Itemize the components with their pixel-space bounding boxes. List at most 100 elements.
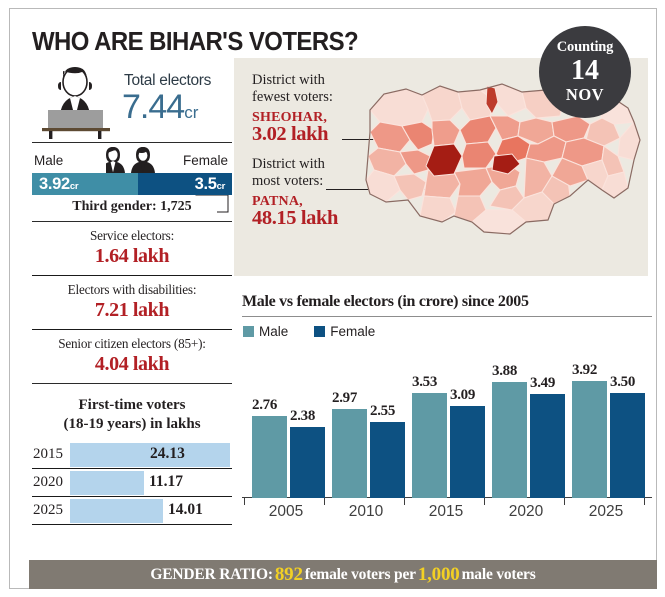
divider bbox=[32, 329, 232, 330]
total-electors-value: 7.44cr bbox=[122, 88, 199, 126]
infographic-frame: WHO ARE BIHAR'S VOTERS? Total electors 7… bbox=[9, 8, 657, 589]
counting-label: Counting bbox=[556, 39, 614, 55]
chart-plot-area: 2.76 2.38 2005 2.97 2.55 2010 3.53 3.09 2015 3.88… bbox=[242, 345, 652, 520]
stat-label: Senior citizen electors (85+): bbox=[58, 336, 206, 351]
stat-senior-citizen-electors: Senior citizen electors (85+): 4.04 lakh bbox=[32, 330, 232, 383]
fewest-voters-city: SHEOHAR, bbox=[252, 110, 328, 125]
ftv-row-2015: 2015 24.13 bbox=[32, 441, 232, 470]
bihar-district-map bbox=[365, 83, 641, 235]
counting-date-badge: Counting 14 NOV bbox=[539, 26, 631, 118]
gender-ratio-mid: female voters per bbox=[304, 565, 416, 583]
chart-axis-tick bbox=[244, 498, 245, 505]
gender-ratio-suffix: male voters bbox=[461, 565, 536, 583]
ftv-bar bbox=[70, 471, 144, 496]
gender-ratio-prefix: GENDER RATIO: bbox=[150, 565, 273, 583]
chart-value-label: 3.50 bbox=[610, 374, 636, 390]
female-bar: 3.5cr bbox=[137, 173, 232, 195]
gender-split-block: Male Female 3.92cr 3.5cr bbox=[32, 147, 232, 221]
male-bar: 3.92cr bbox=[32, 173, 138, 195]
gender-ratio-per: 1,000 bbox=[417, 563, 460, 585]
gender-split-bar: 3.92cr 3.5cr bbox=[32, 173, 232, 195]
stat-value: 4.04 lakh bbox=[94, 353, 170, 375]
most-voters-value: 48.15 lakh bbox=[252, 207, 338, 229]
female-value: 3.5cr bbox=[194, 174, 226, 193]
chart-value-label: 2.38 bbox=[290, 408, 316, 424]
legend-item-male: Male bbox=[243, 324, 288, 339]
ftv-year: 2025 bbox=[33, 502, 63, 519]
most-voters-heading: District with most voters: bbox=[252, 156, 325, 190]
chart-x-label-2015: 2015 bbox=[428, 503, 464, 520]
male-value: 3.92cr bbox=[39, 174, 79, 193]
total-electors-label: Total electors bbox=[124, 72, 212, 89]
first-time-voters-title: First-time voters (18-19 years) in lakhs bbox=[32, 392, 232, 441]
legend-label-male: Male bbox=[259, 324, 289, 339]
total-electors-block: Total electors 7.44cr bbox=[32, 64, 232, 142]
stat-label: Electors with disabilities: bbox=[67, 282, 197, 297]
chart-value-label: 2.55 bbox=[370, 403, 396, 419]
chart-x-label-2005: 2005 bbox=[268, 503, 304, 520]
stat-label: Service electors: bbox=[89, 228, 175, 243]
chart-x-axis bbox=[242, 497, 652, 498]
chart-bar-female-2010 bbox=[370, 422, 405, 498]
ftv-bar bbox=[70, 443, 230, 468]
gender-ratio-banner: GENDER RATIO: 892 female voters per 1,00… bbox=[29, 560, 657, 589]
male-female-icons bbox=[106, 147, 155, 173]
chart-value-label: 3.92 bbox=[572, 362, 598, 378]
chart-value-label: 2.76 bbox=[252, 397, 278, 413]
chart-value-label: 3.09 bbox=[450, 387, 476, 403]
female-label: Female bbox=[182, 153, 228, 168]
ftv-year: 2020 bbox=[33, 474, 63, 491]
divider bbox=[32, 221, 232, 222]
legend-item-female: Female bbox=[314, 324, 375, 339]
stat-value: 1.64 lakh bbox=[94, 245, 170, 267]
chart-axis-tick bbox=[564, 498, 565, 505]
chart-bar-female-2020 bbox=[530, 394, 565, 498]
divider bbox=[32, 383, 232, 384]
chart-bar-male-2005 bbox=[252, 416, 287, 498]
chart-bar-female-2005 bbox=[290, 427, 325, 498]
ftv-title-line1: First-time voters bbox=[78, 397, 186, 413]
left-column: Total electors 7.44cr Male Female 3.92cr bbox=[32, 64, 232, 526]
divider bbox=[32, 142, 232, 143]
ftv-value: 14.01 bbox=[168, 501, 203, 519]
ftv-bar bbox=[70, 499, 163, 524]
stat-value: 7.21 lakh bbox=[94, 299, 170, 321]
third-gender-value: Third gender: 1,725 bbox=[72, 199, 192, 214]
chart-bar-male-2015 bbox=[412, 393, 447, 498]
counting-day: 14 bbox=[571, 55, 599, 86]
most-voters-city: PATNA, bbox=[252, 194, 303, 209]
chart-bar-female-2025 bbox=[610, 393, 645, 498]
stat-disability-electors: Electors with disabilities: 7.21 lakh bbox=[32, 276, 232, 329]
chart-x-label-2020: 2020 bbox=[508, 503, 544, 520]
male-female-bar-chart: Male vs female electors (in crore) since… bbox=[242, 293, 652, 544]
page-title: WHO ARE BIHAR'S VOTERS? bbox=[32, 28, 359, 56]
fewest-voters-heading: District with fewest voters: bbox=[252, 72, 333, 106]
chart-value-label: 3.53 bbox=[412, 374, 438, 390]
chart-bar-male-2010 bbox=[332, 409, 367, 498]
chart-legend: Male Female bbox=[242, 317, 652, 339]
chart-bar-female-2015 bbox=[450, 406, 485, 498]
ftv-year: 2015 bbox=[33, 446, 63, 463]
gender-ratio-value: 892 bbox=[274, 563, 303, 585]
chart-axis-tick bbox=[324, 498, 325, 505]
first-time-voters-block: First-time voters (18-19 years) in lakhs… bbox=[32, 392, 232, 526]
chart-bar-male-2020 bbox=[492, 382, 527, 498]
third-gender-leader-line bbox=[195, 195, 229, 213]
male-label: Male bbox=[34, 153, 64, 168]
chart-axis-tick bbox=[404, 498, 405, 505]
chart-title-divider bbox=[242, 316, 652, 317]
ftv-value: 11.17 bbox=[149, 473, 184, 491]
chart-bar-male-2025 bbox=[572, 381, 607, 498]
chart-value-label: 2.97 bbox=[332, 390, 358, 406]
stat-service-electors: Service electors: 1.64 lakh bbox=[32, 222, 232, 275]
ftv-row-2020: 2020 11.17 bbox=[32, 469, 232, 498]
fewest-voters-value: 3.02 lakh bbox=[252, 123, 329, 145]
chart-axis-tick bbox=[644, 498, 645, 505]
chart-axis-tick bbox=[484, 498, 485, 505]
legend-label-female: Female bbox=[330, 324, 376, 339]
voter-booth-icon bbox=[42, 67, 110, 139]
chart-x-label-2025: 2025 bbox=[588, 503, 624, 520]
chart-value-label: 3.88 bbox=[492, 363, 518, 379]
divider bbox=[32, 275, 232, 276]
chart-value-label: 3.49 bbox=[530, 375, 556, 391]
